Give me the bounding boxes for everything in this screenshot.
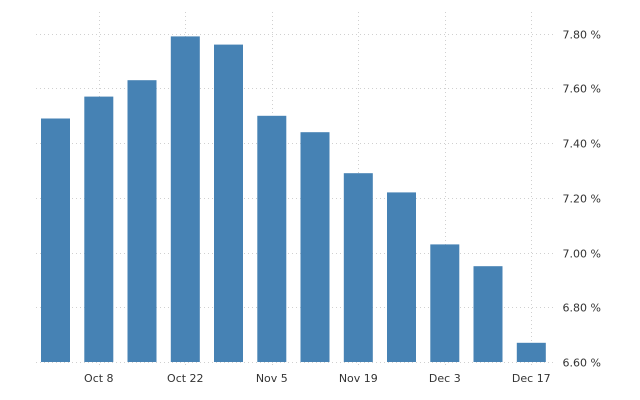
y-tick-label: 7.80 %	[563, 29, 601, 42]
x-tick-label: Oct 22	[167, 372, 204, 385]
bar	[170, 36, 200, 363]
bar	[300, 132, 330, 362]
bar	[257, 115, 287, 362]
y-tick-label: 7.40 %	[563, 138, 601, 151]
bar	[84, 96, 114, 362]
bar	[387, 192, 416, 362]
bar	[127, 80, 157, 362]
bar	[41, 118, 70, 362]
x-tick-label: Nov 19	[339, 372, 378, 385]
x-tick-label: Oct 8	[84, 372, 114, 385]
bar	[516, 342, 546, 362]
x-tick-label: Nov 5	[256, 372, 288, 385]
bar	[343, 173, 373, 362]
x-axis-ticks: Oct 8 Oct 22 Nov 5 Nov 19 Dec 3 Dec 17	[84, 372, 551, 385]
bar	[430, 244, 460, 362]
x-tick-label: Dec 3	[429, 372, 461, 385]
y-tick-label: 6.80 %	[563, 302, 601, 315]
bar	[214, 44, 243, 362]
y-axis-ticks: 6.60 % 6.80 % 7.00 % 7.20 % 7.40 % 7.60 % 7.80…	[563, 29, 601, 370]
y-tick-label: 7.00 %	[563, 248, 601, 261]
bar	[473, 266, 503, 362]
y-tick-label: 7.60 %	[563, 83, 601, 96]
y-tick-label: 6.60 %	[563, 357, 601, 370]
x-tick-label: Dec 17	[512, 372, 551, 385]
y-tick-label: 7.20 %	[563, 193, 601, 206]
bars	[41, 36, 546, 363]
